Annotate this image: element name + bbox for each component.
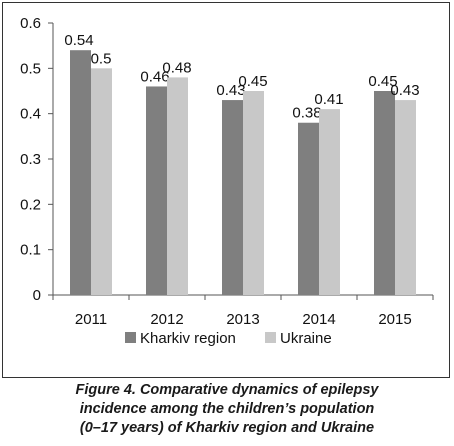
legend-label: Ukraine <box>280 330 332 347</box>
data-label: 0.46 <box>140 68 169 85</box>
data-label: 0.45 <box>368 73 397 90</box>
data-label: 0.43 <box>216 82 245 99</box>
caption-line-2: incidence among the children’s populatio… <box>79 401 375 417</box>
data-label: 0.54 <box>64 32 93 49</box>
y-tick-label: 0.5 <box>20 60 41 77</box>
legend-swatch <box>125 332 136 343</box>
bar-kharkiv-region <box>146 86 167 295</box>
bar-ukraine <box>395 100 416 295</box>
y-tick-label: 0.6 <box>20 15 41 32</box>
data-label: 0.48 <box>162 59 191 76</box>
data-label: 0.43 <box>390 82 419 99</box>
bar-kharkiv-region <box>70 50 91 296</box>
data-label: 0.45 <box>238 73 267 90</box>
y-tick-label: 0.2 <box>20 196 41 213</box>
bar-kharkiv-region <box>298 122 319 295</box>
caption-line-3: (0–17 years) of Kharkiv region and Ukrai… <box>79 420 375 436</box>
bar-ukraine <box>167 77 188 296</box>
data-label: 0.41 <box>314 91 343 108</box>
bar-ukraine <box>319 109 340 295</box>
legend-label: Kharkiv region <box>140 330 236 347</box>
x-tick-label: 2011 <box>75 311 107 328</box>
x-tick-label: 2014 <box>302 311 335 328</box>
data-label: 0.5 <box>91 50 112 67</box>
bar-kharkiv-region <box>222 100 243 295</box>
bar-ukraine <box>91 68 112 295</box>
bar-ukraine <box>243 91 264 295</box>
y-tick-label: 0.4 <box>20 106 41 123</box>
y-tick-label: 0.1 <box>20 242 41 259</box>
caption-line-1: Figure 4. Comparative dynamics of epilep… <box>75 382 379 398</box>
y-tick-label: 0.3 <box>20 151 41 168</box>
y-tick-label: 0 <box>33 287 41 304</box>
legend-swatch <box>265 332 276 343</box>
x-tick-label: 2015 <box>378 311 411 328</box>
bar-kharkiv-region <box>374 91 395 295</box>
x-tick-label: 2013 <box>226 311 259 328</box>
figure-caption: Figure 4. Comparative dynamics of epilep… <box>0 381 454 445</box>
bar-chart: 0 0.1 0.2 0.3 0.4 0.5 0.6 2011 2012 2013 2014 2015 0… <box>20 15 434 347</box>
chart-frame: 0 0.1 0.2 0.3 0.4 0.5 0.6 2011 2012 2013 2014 2015 0… <box>2 2 450 378</box>
x-tick-label: 2012 <box>150 311 183 328</box>
data-label: 0.38 <box>292 105 321 122</box>
